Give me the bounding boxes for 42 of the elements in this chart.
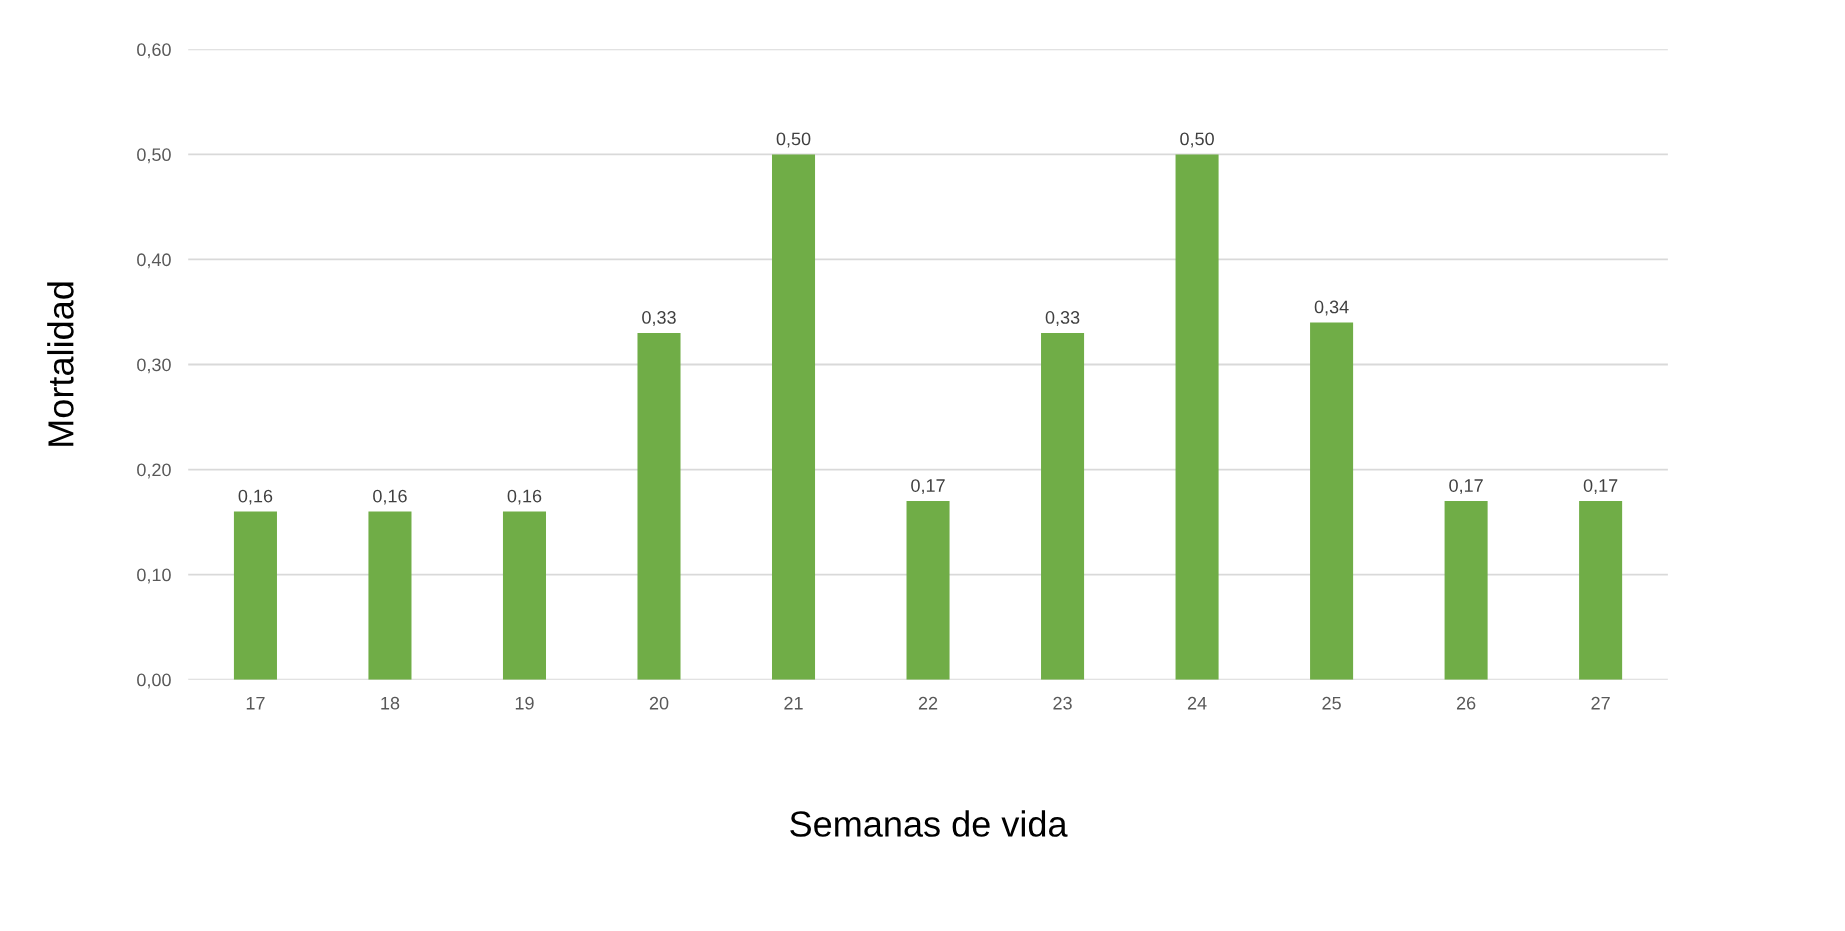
y-tick-label: 0,00 — [137, 673, 171, 689]
x-tick-label: 19 — [515, 696, 534, 710]
bar — [368, 511, 412, 680]
data-label: 0,16 — [238, 489, 273, 505]
x-tick-label: 25 — [1322, 696, 1341, 710]
data-label: 0,17 — [1449, 479, 1483, 495]
y-tick-label: 0,20 — [137, 463, 171, 479]
bar — [771, 154, 816, 680]
bar — [1041, 332, 1085, 680]
data-label: 0,16 — [507, 489, 542, 505]
data-label: 0,33 — [642, 311, 676, 326]
x-axis-title: Semanas de vida — [790, 810, 1068, 837]
data-label: 0,17 — [911, 479, 945, 495]
x-tick-label: 20 — [649, 696, 669, 710]
y-tick-label: 0,30 — [137, 358, 171, 374]
y-tick-label: 0,50 — [137, 148, 171, 164]
bar — [1444, 501, 1488, 680]
y-tick-label: 0,10 — [137, 568, 171, 584]
bar — [233, 511, 277, 680]
y-tick-label: 0,60 — [137, 43, 171, 59]
y-tick-label: 0,40 — [137, 253, 171, 269]
data-label: 0,50 — [1180, 132, 1214, 148]
bar — [906, 501, 950, 680]
x-tick-label: 22 — [918, 696, 938, 710]
x-tick-label: 17 — [246, 696, 265, 710]
data-label: 0,16 — [373, 489, 407, 505]
bar — [502, 511, 547, 680]
x-tick-label: 27 — [1591, 696, 1610, 710]
bar — [1579, 501, 1623, 680]
bar — [637, 332, 681, 680]
x-tick-label: 24 — [1187, 696, 1207, 710]
bar — [1175, 154, 1219, 680]
x-tick-label: 26 — [1456, 696, 1476, 710]
data-label: 0,50 — [776, 132, 811, 148]
data-label: 0,34 — [1314, 300, 1349, 316]
data-label: 0,33 — [1045, 311, 1080, 326]
x-tick-label: 21 — [784, 696, 803, 710]
bar — [1310, 322, 1354, 680]
x-tick-label: 23 — [1053, 696, 1072, 710]
y-axis-title: Mortalidad — [47, 282, 74, 446]
x-tick-label: 18 — [381, 696, 400, 710]
data-label: 0,17 — [1583, 479, 1618, 495]
